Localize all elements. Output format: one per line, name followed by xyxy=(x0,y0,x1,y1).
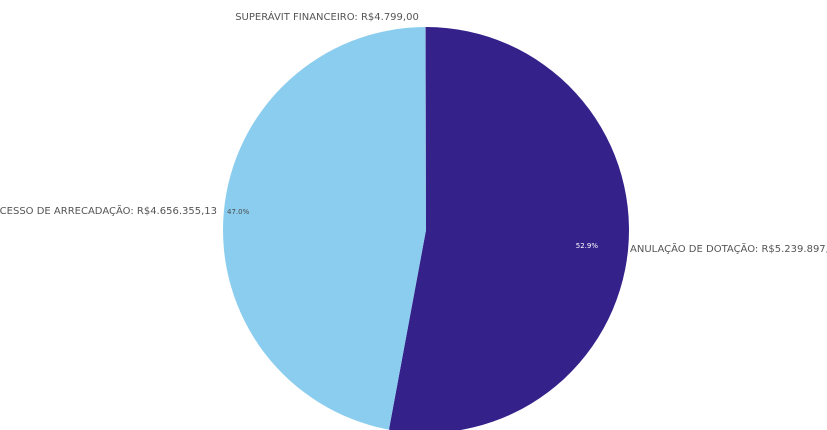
label-anulacao-de-dotacao: ANULAÇÃO DE DOTAÇÃO: R$5.239.897,66 xyxy=(630,242,827,255)
label-superavit-financeiro: SUPERÁVIT FINANCEIRO: R$4.799,00 xyxy=(235,10,419,23)
label-excesso-de-arrecadacao: EXCESSO DE ARRECADAÇÃO: R$4.656.355,13 xyxy=(0,204,217,217)
percent-excesso-de-arrecadacao: 47.0% xyxy=(227,208,250,216)
slice-excesso-de-arrecadacao[interactable] xyxy=(223,27,426,430)
slice-superavit-financeiro[interactable] xyxy=(425,27,426,230)
slice-anulacao-de-dotacao[interactable] xyxy=(388,27,629,430)
pie-slices xyxy=(223,27,629,430)
percent-anulacao-de-dotacao: 52.9% xyxy=(576,242,599,250)
